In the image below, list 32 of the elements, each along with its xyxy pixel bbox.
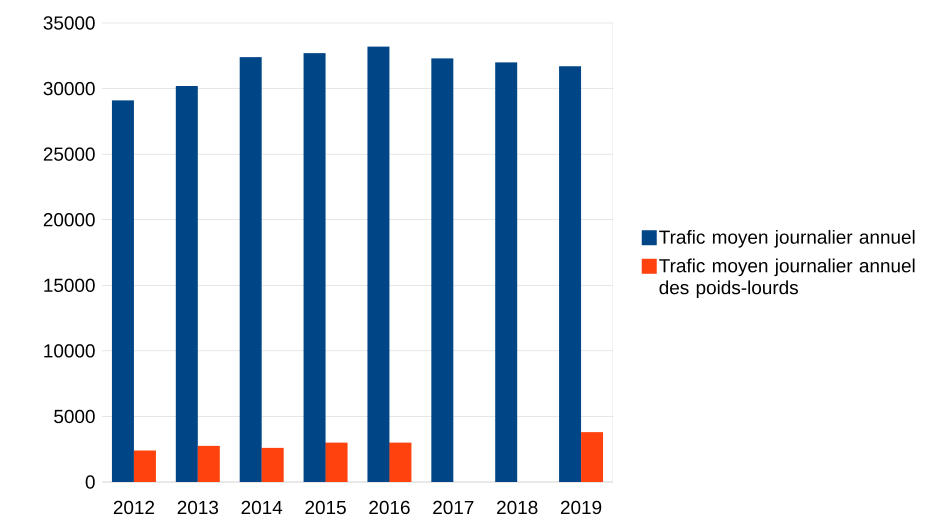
x-tick-label: 2017 xyxy=(433,500,474,514)
y-tick-label: 15000 xyxy=(44,278,95,292)
x-tick-label: 2014 xyxy=(242,500,282,514)
bar xyxy=(431,58,454,482)
bar xyxy=(240,57,262,482)
y-tick-label: 25000 xyxy=(44,147,95,161)
bar xyxy=(198,446,220,482)
legend-label: Trafic moyen journalier annuel des poids-lourds xyxy=(659,258,914,298)
bar xyxy=(367,46,390,482)
bar xyxy=(326,442,348,482)
bar xyxy=(134,450,156,482)
bar xyxy=(389,442,412,482)
bar xyxy=(112,100,134,482)
x-tick-label: 2015 xyxy=(305,500,346,514)
x-tick-label: 2018 xyxy=(497,500,538,514)
bar xyxy=(262,448,284,482)
bar xyxy=(176,86,198,482)
bar xyxy=(559,66,582,482)
y-tick-label: 35000 xyxy=(44,16,95,30)
x-tick-label: 2013 xyxy=(178,500,218,514)
bar xyxy=(581,432,604,482)
y-tick-label: 30000 xyxy=(44,82,95,96)
y-tick-label: 5000 xyxy=(54,410,95,424)
legend-label: Trafic moyen journalier annuel xyxy=(659,230,914,248)
y-tick-label: 20000 xyxy=(44,213,95,226)
x-tick-label: 2016 xyxy=(369,500,410,514)
x-tick-label: 2019 xyxy=(560,500,602,514)
y-tick-label: 10000 xyxy=(44,344,95,358)
x-tick-label: 2012 xyxy=(114,500,154,514)
bar xyxy=(495,62,518,482)
bar xyxy=(304,53,326,482)
y-tick-label: 0 xyxy=(86,475,95,489)
